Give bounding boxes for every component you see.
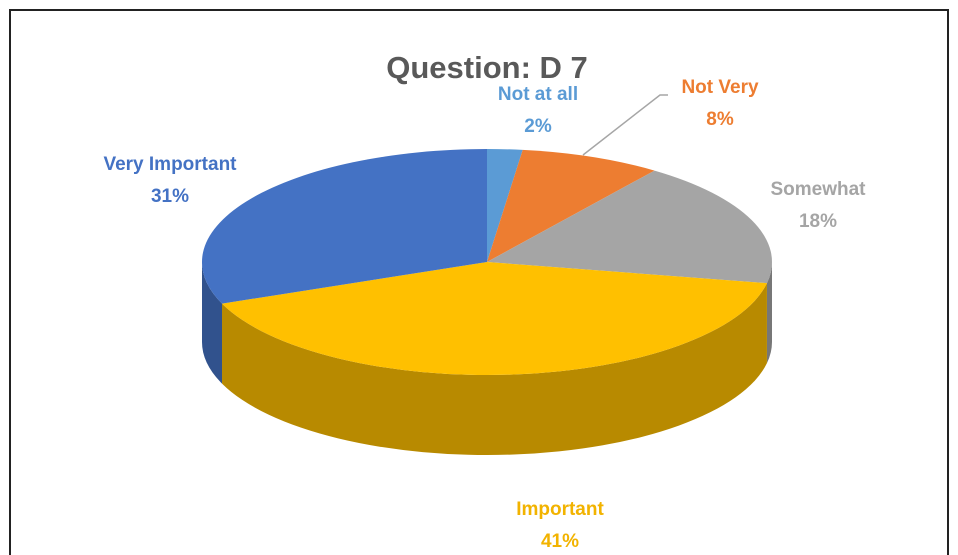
data-label-value: 31%	[151, 186, 189, 207]
data-label-value: 41%	[541, 531, 579, 552]
data-label-name: Not at all	[498, 84, 578, 105]
chart-title: Question: D 7	[386, 50, 588, 85]
slice	[222, 262, 767, 376]
slice-side	[202, 262, 223, 384]
slice	[487, 170, 772, 284]
data-label-name: Not Very	[681, 77, 759, 98]
data-label-name: Somewhat	[770, 179, 866, 200]
data-label-name: Very Important	[103, 154, 237, 175]
slice-side	[222, 283, 767, 455]
slice	[487, 149, 523, 262]
slice	[487, 149, 655, 262]
slice-side	[766, 262, 772, 364]
data-label-name: Important	[516, 499, 604, 520]
data-label-value: 8%	[706, 109, 734, 130]
data-label-value: 18%	[799, 211, 837, 232]
leader-line	[582, 94, 668, 156]
data-label-value: 2%	[524, 116, 552, 137]
slice	[202, 149, 488, 304]
